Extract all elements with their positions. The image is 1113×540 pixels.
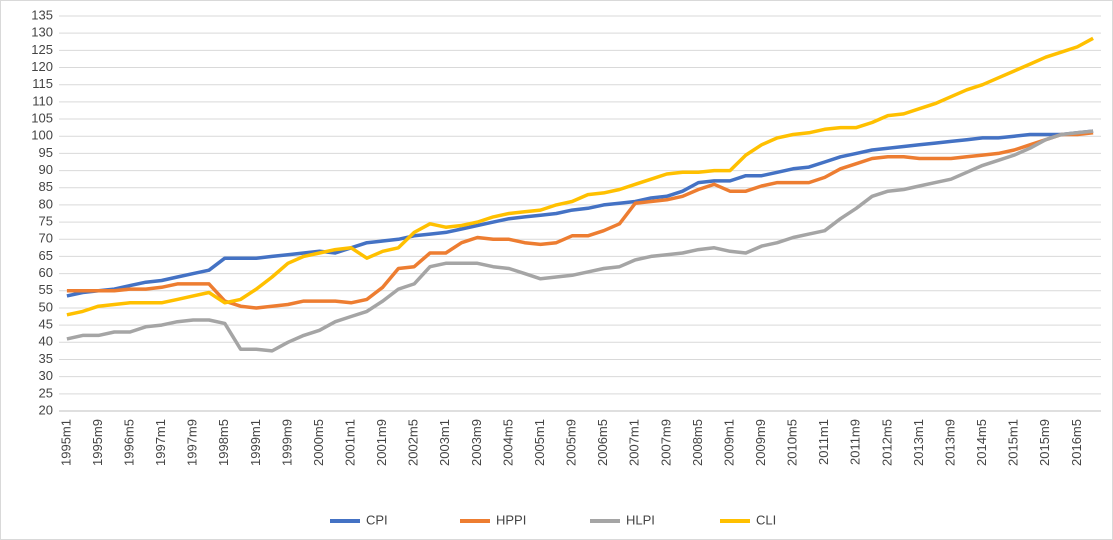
x-tick-label: 2015m9 bbox=[1037, 419, 1052, 466]
x-tick-label: 2008m5 bbox=[690, 419, 705, 466]
y-tick-label: 130 bbox=[31, 25, 53, 40]
y-tick-label: 55 bbox=[39, 282, 53, 297]
x-tick-label: 2010m5 bbox=[785, 419, 800, 466]
y-tick-label: 135 bbox=[31, 7, 53, 22]
series-line bbox=[66, 129, 1094, 298]
x-tick-label: 1998m5 bbox=[216, 419, 231, 466]
y-tick-label: 45 bbox=[39, 317, 53, 332]
y-tick-label: 60 bbox=[39, 265, 53, 280]
x-tick-label: 1997m9 bbox=[185, 419, 200, 466]
y-tick-label: 20 bbox=[39, 402, 53, 417]
legend-label: CPI bbox=[366, 512, 388, 527]
x-tick-label: 2014m5 bbox=[974, 419, 989, 466]
x-tick-label: 1996m5 bbox=[121, 419, 136, 466]
y-tick-label: 110 bbox=[32, 93, 53, 108]
x-tick-label: 1997m1 bbox=[153, 419, 168, 466]
y-tick-label: 115 bbox=[32, 76, 53, 91]
x-tick-label: 2001m9 bbox=[374, 419, 389, 466]
x-tick-label: 2013m1 bbox=[911, 419, 926, 466]
y-tick-label: 35 bbox=[39, 351, 53, 366]
x-tick-label: 2011m9 bbox=[848, 419, 863, 465]
y-tick-label: 120 bbox=[31, 59, 53, 74]
y-tick-label: 50 bbox=[39, 299, 53, 314]
x-tick-label: 1999m9 bbox=[279, 419, 294, 466]
x-tick-label: 1995m9 bbox=[90, 419, 105, 466]
x-tick-label: 2013m9 bbox=[942, 419, 957, 466]
y-tick-label: 65 bbox=[39, 248, 53, 263]
x-tick-label: 2003m9 bbox=[469, 419, 484, 466]
x-tick-label: 2009m9 bbox=[753, 419, 768, 466]
x-tick-label: 2012m5 bbox=[879, 419, 894, 466]
x-tick-label: 2003m1 bbox=[437, 419, 452, 466]
x-tick-label: 2006m5 bbox=[595, 419, 610, 466]
x-tick-label: 1999m1 bbox=[248, 419, 263, 466]
x-tick-label: 2007m9 bbox=[658, 419, 673, 466]
y-tick-label: 90 bbox=[39, 162, 53, 177]
x-tick-label: 2016m5 bbox=[1069, 419, 1084, 466]
x-tick-label: 1995m1 bbox=[58, 419, 73, 466]
legend-label: HLPI bbox=[626, 512, 655, 527]
series-line bbox=[66, 129, 1094, 353]
x-tick-label: 2000m5 bbox=[311, 419, 326, 466]
y-tick-label: 75 bbox=[39, 214, 53, 229]
x-tick-label: 2015m1 bbox=[1006, 419, 1021, 466]
x-tick-label: 2007m1 bbox=[627, 419, 642, 466]
x-tick-label: 2002m5 bbox=[406, 419, 421, 466]
x-tick-label: 2001m1 bbox=[343, 419, 358, 466]
x-tick-label: 2005m9 bbox=[564, 419, 579, 466]
x-tick-label: 2011m1 bbox=[816, 419, 831, 465]
legend-label: CLI bbox=[756, 512, 776, 527]
y-tick-label: 25 bbox=[39, 385, 53, 400]
y-tick-label: 40 bbox=[39, 334, 53, 349]
y-tick-label: 85 bbox=[39, 179, 53, 194]
series-line bbox=[66, 36, 1094, 317]
y-tick-label: 70 bbox=[39, 231, 53, 246]
y-tick-label: 80 bbox=[39, 196, 53, 211]
y-tick-label: 125 bbox=[31, 42, 53, 57]
series-line bbox=[66, 131, 1094, 310]
legend-label: HPPI bbox=[496, 512, 526, 527]
y-tick-label: 30 bbox=[39, 368, 53, 383]
y-tick-label: 100 bbox=[31, 128, 53, 143]
x-tick-label: 2004m5 bbox=[500, 419, 515, 466]
y-tick-label: 95 bbox=[39, 145, 53, 160]
x-tick-label: 2005m1 bbox=[532, 419, 547, 466]
y-tick-label: 105 bbox=[31, 110, 53, 125]
x-tick-label: 2009m1 bbox=[721, 419, 736, 466]
